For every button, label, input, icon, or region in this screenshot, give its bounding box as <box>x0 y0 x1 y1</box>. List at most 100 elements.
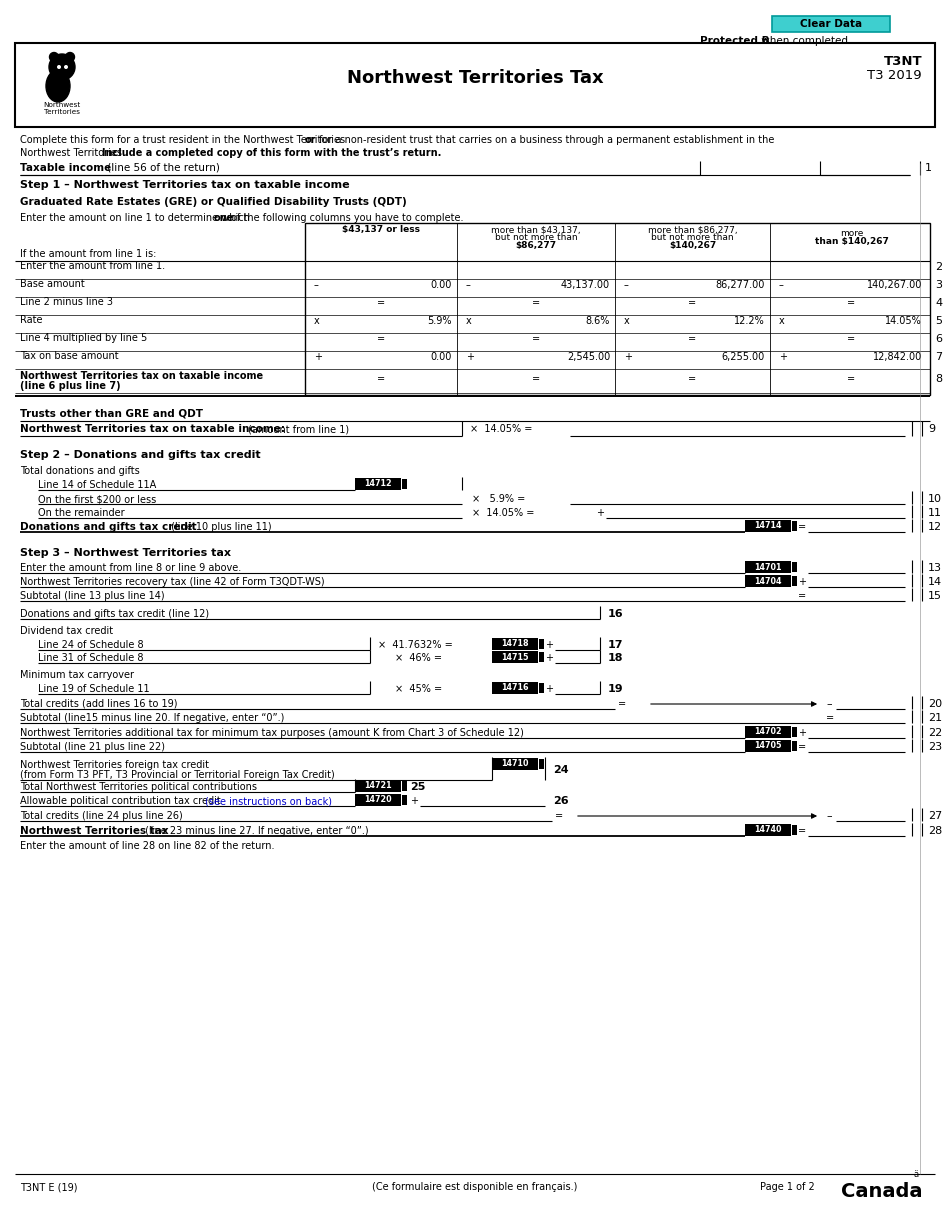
Text: 12: 12 <box>928 522 942 533</box>
Text: 16: 16 <box>608 609 623 619</box>
Bar <box>355 478 401 490</box>
Text: 28: 28 <box>928 827 942 836</box>
Text: Line 2 minus line 3: Line 2 minus line 3 <box>20 296 113 308</box>
Text: =: = <box>532 335 540 344</box>
Circle shape <box>57 65 61 69</box>
Text: 5: 5 <box>935 316 942 326</box>
Text: Rate: Rate <box>20 315 43 325</box>
Text: 8.6%: 8.6% <box>585 316 610 326</box>
Text: +: + <box>596 508 604 518</box>
Text: =: = <box>618 699 626 708</box>
Text: +: + <box>798 728 806 738</box>
Text: but not more than: but not more than <box>495 232 578 242</box>
Text: 21: 21 <box>928 713 942 723</box>
Text: 26: 26 <box>553 796 569 806</box>
Text: =: = <box>377 335 385 344</box>
Text: 14716: 14716 <box>502 684 529 692</box>
Text: =: = <box>798 522 807 533</box>
Bar <box>745 561 791 573</box>
Text: or: or <box>305 135 316 145</box>
Text: 14714: 14714 <box>754 522 782 530</box>
Text: 14715: 14715 <box>502 652 529 662</box>
Text: –: – <box>624 280 629 290</box>
Text: +: + <box>779 352 787 362</box>
Text: (line 6 plus line 7): (line 6 plus line 7) <box>20 381 121 391</box>
Text: Northwest Territories Tax: Northwest Territories Tax <box>347 69 603 87</box>
Text: 14718: 14718 <box>502 640 529 648</box>
Text: 24: 24 <box>553 765 569 775</box>
Text: Enter the amount from line 8 or line 9 above.: Enter the amount from line 8 or line 9 a… <box>20 563 241 573</box>
Text: T3 2019: T3 2019 <box>867 69 922 82</box>
Text: 20: 20 <box>928 699 942 708</box>
Text: =: = <box>689 374 696 385</box>
Text: when completed: when completed <box>758 36 848 46</box>
Text: =: = <box>532 374 540 385</box>
Text: Donations and gifts tax credit (line 12): Donations and gifts tax credit (line 12) <box>20 609 209 619</box>
Text: +: + <box>545 640 553 649</box>
Text: than $140,267: than $140,267 <box>814 237 888 246</box>
Text: (line 23 minus line 27. If negative, enter “0”.): (line 23 minus line 27. If negative, ent… <box>142 827 369 836</box>
Text: On the remainder: On the remainder <box>38 508 124 518</box>
Text: 10: 10 <box>928 494 942 504</box>
Text: Step 2 – Donations and gifts tax credit: Step 2 – Donations and gifts tax credit <box>20 450 260 460</box>
Text: 19: 19 <box>608 684 623 694</box>
Text: =: = <box>532 298 540 308</box>
Text: Protected B: Protected B <box>700 36 770 46</box>
Text: Total Northwest Territories political contributions: Total Northwest Territories political co… <box>20 782 257 792</box>
Text: =: = <box>798 742 807 752</box>
Text: more than $86,277,: more than $86,277, <box>648 225 737 234</box>
Text: 14705: 14705 <box>754 742 782 750</box>
Text: +: + <box>314 352 322 362</box>
Text: of the following columns you have to complete.: of the following columns you have to com… <box>228 213 464 223</box>
Text: 27: 27 <box>928 811 942 820</box>
Bar <box>15 43 935 127</box>
Circle shape <box>64 65 68 69</box>
Bar <box>539 759 544 769</box>
Text: +: + <box>466 352 474 362</box>
Text: $86,277: $86,277 <box>516 241 557 250</box>
Text: +: + <box>410 796 418 806</box>
Circle shape <box>66 53 74 62</box>
Bar <box>355 780 401 792</box>
Text: 22: 22 <box>928 728 942 738</box>
Text: +: + <box>545 653 553 663</box>
Ellipse shape <box>46 70 70 102</box>
Text: Minimum tax carryover: Minimum tax carryover <box>20 670 134 680</box>
Text: more: more <box>840 229 864 237</box>
Text: Northwest Territories tax: Northwest Territories tax <box>20 827 169 836</box>
Text: 13: 13 <box>928 563 942 573</box>
Text: 11: 11 <box>928 508 942 518</box>
Text: x: x <box>466 316 472 326</box>
Bar <box>792 576 797 585</box>
Text: 86,277.00: 86,277.00 <box>715 280 765 290</box>
Text: 14.05%: 14.05% <box>885 316 922 326</box>
Text: =: = <box>847 335 856 344</box>
Text: x: x <box>314 316 320 326</box>
Bar <box>745 726 791 738</box>
Text: Line 31 of Schedule 8: Line 31 of Schedule 8 <box>38 653 143 663</box>
Text: 8: 8 <box>935 374 942 385</box>
Text: 17: 17 <box>608 640 623 649</box>
Text: $140,267: $140,267 <box>669 241 716 250</box>
Text: If the amount from line 1 is:: If the amount from line 1 is: <box>20 248 157 260</box>
Text: Total credits (line 24 plus line 26): Total credits (line 24 plus line 26) <box>20 811 182 820</box>
Bar <box>305 223 930 395</box>
Text: 14701: 14701 <box>754 562 782 572</box>
Text: Step 1 – Northwest Territories tax on taxable income: Step 1 – Northwest Territories tax on ta… <box>20 180 350 189</box>
Text: =: = <box>555 811 563 820</box>
Text: =: = <box>377 374 385 385</box>
Text: Northwest Territories tax on taxable income:: Northwest Territories tax on taxable inc… <box>20 424 285 434</box>
Text: Northwest Territories foreign tax credit: Northwest Territories foreign tax credit <box>20 760 209 770</box>
Text: Line 4 multiplied by line 5: Line 4 multiplied by line 5 <box>20 333 147 343</box>
Text: 6: 6 <box>935 335 942 344</box>
Bar <box>792 740 797 752</box>
Text: ä: ä <box>914 1170 919 1180</box>
Text: 14702: 14702 <box>754 727 782 737</box>
Text: Northwest Territories additional tax for minimum tax purposes (amount K from Cha: Northwest Territories additional tax for… <box>20 728 523 738</box>
Text: Line 14 of Schedule 11A: Line 14 of Schedule 11A <box>38 480 156 490</box>
Text: Donations and gifts tax credit: Donations and gifts tax credit <box>20 522 197 533</box>
Text: (from Form T3 PFT, T3 Provincial or Territorial Foreign Tax Credit): (from Form T3 PFT, T3 Provincial or Terr… <box>20 770 334 780</box>
Text: Total donations and gifts: Total donations and gifts <box>20 466 140 476</box>
Text: 5.9%: 5.9% <box>428 316 452 326</box>
Bar <box>402 795 407 804</box>
